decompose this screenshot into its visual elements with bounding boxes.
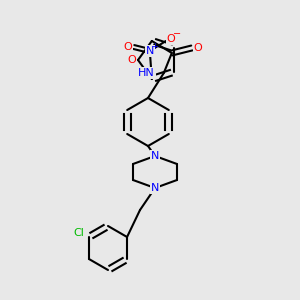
- Text: O: O: [167, 34, 175, 44]
- Text: HN: HN: [138, 68, 155, 78]
- Text: N: N: [151, 151, 159, 161]
- Text: N: N: [151, 183, 159, 193]
- Text: O: O: [123, 42, 132, 52]
- Text: Cl: Cl: [74, 228, 84, 238]
- Text: O: O: [128, 55, 136, 65]
- Text: −: −: [173, 29, 181, 39]
- Text: N: N: [146, 46, 154, 56]
- Text: O: O: [194, 43, 202, 53]
- Text: +: +: [152, 41, 158, 50]
